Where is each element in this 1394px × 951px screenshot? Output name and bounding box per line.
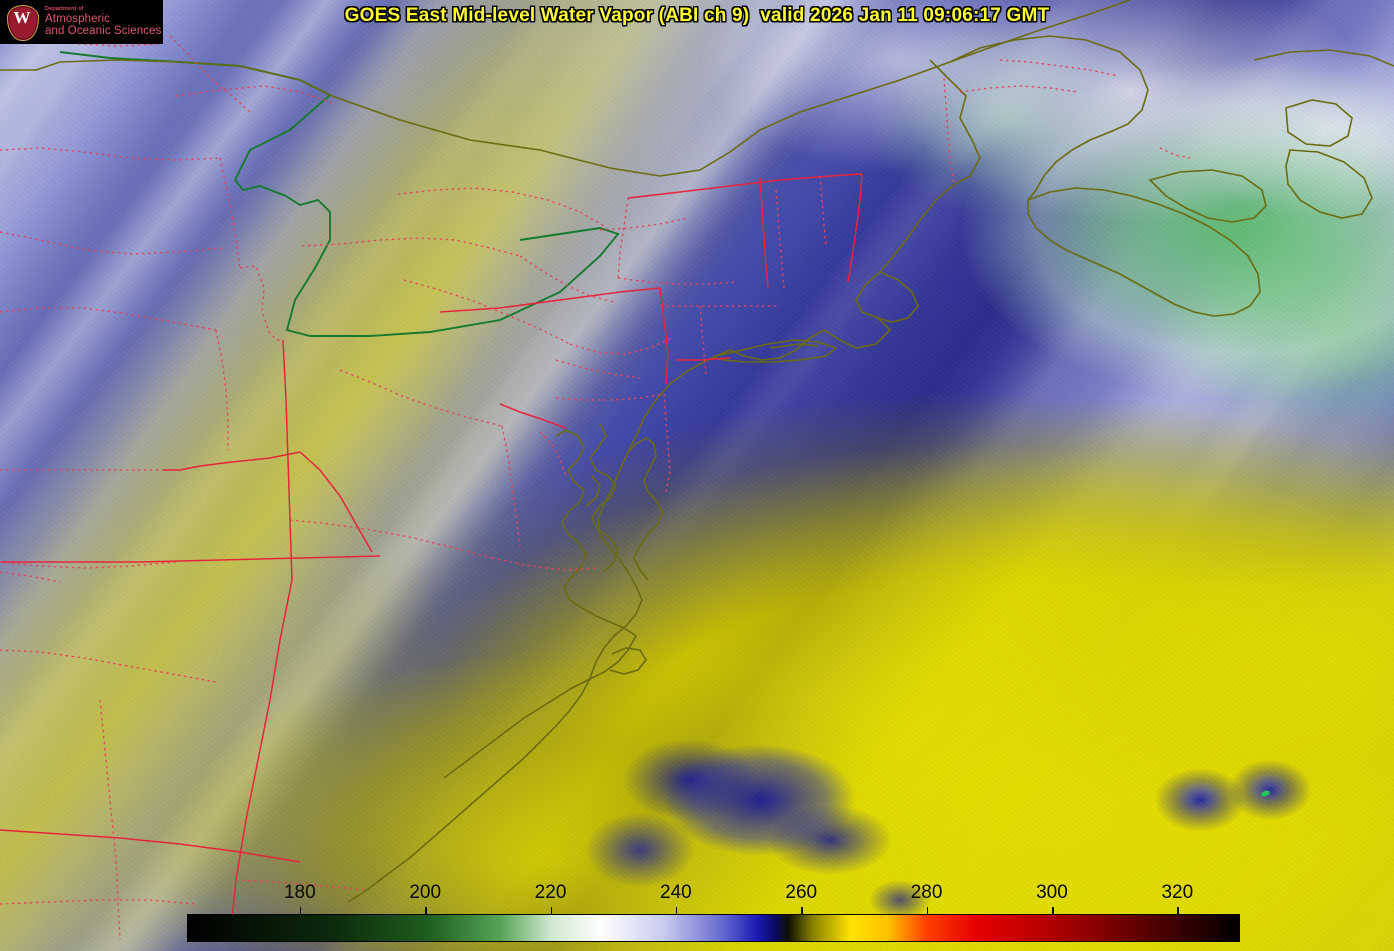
colorbar-tick-label: 180 <box>283 882 316 903</box>
logo-dept-line: Department of <box>45 5 84 12</box>
colorbar: 180 200 220 240 260 280 300 320 <box>0 882 1394 951</box>
uw-crest-icon: W <box>4 3 40 41</box>
international-border <box>0 0 1131 177</box>
state-borders <box>0 173 863 941</box>
page-title: GOES East Mid-level Water Vapor (ABI ch … <box>344 5 1050 26</box>
colorbar-tick <box>675 907 678 915</box>
colorbar-tick-label: 220 <box>534 882 567 903</box>
colorbar-tick <box>299 907 302 915</box>
colorbar-gradient <box>187 914 1240 942</box>
logo-line-1: Atmospheric <box>45 12 111 25</box>
maritime-provinces-coastline <box>949 35 1394 317</box>
colorbar-tick <box>926 907 929 915</box>
colorbar-tick <box>1051 907 1054 915</box>
colorbar-tick-label: 280 <box>910 882 943 903</box>
colorbar-tick-label: 320 <box>1161 882 1194 903</box>
crest-letter: W <box>13 8 31 27</box>
colorbar-tick-label: 300 <box>1036 882 1068 903</box>
great-lakes-outline <box>59 51 620 337</box>
colorbar-tick <box>801 907 803 915</box>
colorbar-tick <box>550 907 553 915</box>
county-borders <box>0 35 1191 941</box>
logo-line-2: and Oceanic Sciences <box>45 24 162 37</box>
colorbar-tick <box>1177 907 1179 915</box>
colorbar-tick <box>425 907 427 915</box>
uw-aos-logo: W Department of Atmospheric and Oceanic … <box>0 0 163 44</box>
colorbar-tick-label: 240 <box>660 882 692 903</box>
colorbar-tick-label: 260 <box>785 882 818 903</box>
atlantic-coastline <box>347 59 981 903</box>
colorbar-tick-label: 200 <box>409 882 442 903</box>
